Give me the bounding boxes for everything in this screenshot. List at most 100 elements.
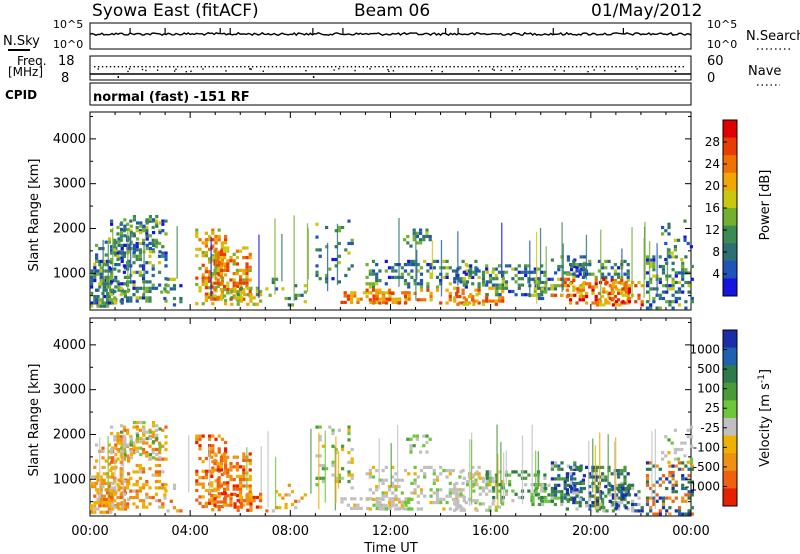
echo-cell bbox=[135, 241, 139, 246]
echo-cell bbox=[353, 497, 357, 501]
echo-cell bbox=[235, 281, 239, 285]
echo-cell bbox=[132, 232, 136, 236]
echo-cell bbox=[497, 489, 502, 493]
echo-cell bbox=[135, 492, 139, 496]
echo-cell bbox=[246, 286, 250, 290]
echo-cell bbox=[671, 474, 675, 478]
echo-cell bbox=[491, 270, 495, 274]
echo-streak bbox=[398, 217, 400, 287]
echo-cell bbox=[318, 277, 322, 281]
echo-cell bbox=[563, 496, 567, 500]
echo-cell bbox=[138, 248, 142, 252]
echo-cell bbox=[223, 288, 227, 292]
echo-cell bbox=[419, 241, 423, 245]
echo-cell bbox=[448, 494, 452, 498]
echo-cell bbox=[582, 271, 586, 275]
echo-cell bbox=[230, 296, 234, 300]
echo-cell bbox=[610, 266, 614, 270]
echo-cell bbox=[465, 264, 470, 268]
echo-cell bbox=[242, 465, 246, 469]
echo-cell bbox=[158, 221, 162, 225]
echo-cell bbox=[216, 478, 220, 482]
echo-cell bbox=[681, 461, 685, 465]
freq-dot bbox=[354, 69, 356, 72]
echo-cell bbox=[102, 497, 106, 501]
echo-cell bbox=[573, 293, 577, 297]
echo-cell bbox=[448, 291, 452, 295]
echo-cell bbox=[658, 496, 662, 500]
echo-cell bbox=[245, 281, 249, 285]
echo-cell bbox=[563, 271, 567, 275]
echo-cell bbox=[591, 494, 595, 498]
echo-cell bbox=[204, 298, 208, 303]
echo-cell bbox=[413, 481, 417, 485]
echo-cell bbox=[219, 500, 223, 504]
echo-cell bbox=[387, 298, 392, 302]
echo-streak bbox=[127, 230, 129, 293]
echo-cell bbox=[416, 501, 420, 505]
freq-dot bbox=[430, 69, 433, 72]
echo-cell bbox=[155, 433, 159, 437]
echo-cell bbox=[474, 288, 478, 292]
echo-cell bbox=[397, 507, 401, 511]
echo-cell bbox=[106, 298, 110, 302]
echo-cell bbox=[594, 472, 598, 476]
echo-cell bbox=[166, 509, 170, 513]
echo-cell bbox=[154, 473, 158, 477]
echo-cell bbox=[504, 264, 509, 268]
echo-cell bbox=[223, 268, 227, 272]
echo-cell bbox=[627, 493, 631, 497]
echo-cell bbox=[391, 491, 395, 495]
echo-cell bbox=[494, 267, 498, 271]
echo-cell bbox=[136, 221, 140, 225]
echo-cell bbox=[179, 296, 183, 301]
echo-cell bbox=[129, 495, 133, 500]
echo-cell bbox=[145, 453, 149, 457]
echo-cell bbox=[154, 286, 158, 290]
echo-cell bbox=[172, 506, 177, 510]
echo-cell bbox=[419, 488, 424, 492]
echo-cell bbox=[217, 250, 221, 255]
freq-dot bbox=[413, 66, 416, 68]
echo-cell bbox=[384, 282, 388, 286]
echo-cell bbox=[668, 506, 672, 510]
echo-cell bbox=[93, 295, 97, 299]
freq-dot bbox=[511, 70, 513, 72]
freq-dot bbox=[125, 66, 127, 68]
echo-cell bbox=[645, 271, 650, 275]
echo-cell bbox=[681, 483, 685, 487]
echo-cell bbox=[573, 477, 577, 481]
echo-cell bbox=[557, 264, 561, 269]
echo-cell bbox=[340, 497, 344, 501]
freq-dot bbox=[312, 76, 315, 78]
echo-cell bbox=[315, 476, 319, 480]
echo-cell bbox=[274, 287, 279, 291]
echo-cell bbox=[458, 266, 462, 270]
echo-cell bbox=[419, 298, 424, 302]
echo-cell bbox=[560, 499, 564, 503]
echo-cell bbox=[677, 238, 681, 242]
echo-cell bbox=[610, 275, 614, 279]
echo-cell bbox=[136, 427, 140, 431]
freq-dot bbox=[449, 66, 451, 68]
echo-streak bbox=[378, 438, 380, 490]
echo-cell bbox=[246, 492, 250, 496]
echo-cell bbox=[344, 248, 348, 252]
echo-cell bbox=[536, 283, 541, 287]
echo-streak bbox=[588, 441, 590, 510]
freq-dot bbox=[410, 66, 412, 68]
echo-cell bbox=[248, 458, 252, 462]
freq-dot bbox=[315, 66, 317, 68]
echo-cell bbox=[243, 293, 247, 297]
echo-cell bbox=[631, 502, 635, 507]
echo-cell bbox=[104, 459, 108, 463]
echo-cell bbox=[151, 473, 155, 477]
echo-cell bbox=[369, 300, 373, 304]
echo-streak bbox=[307, 227, 309, 280]
echo-streak bbox=[470, 439, 473, 504]
echo-cell bbox=[119, 299, 123, 303]
echo-cell bbox=[116, 495, 120, 500]
echo-streak bbox=[267, 431, 269, 508]
echo-cell bbox=[394, 503, 398, 507]
echo-cell bbox=[142, 427, 146, 431]
